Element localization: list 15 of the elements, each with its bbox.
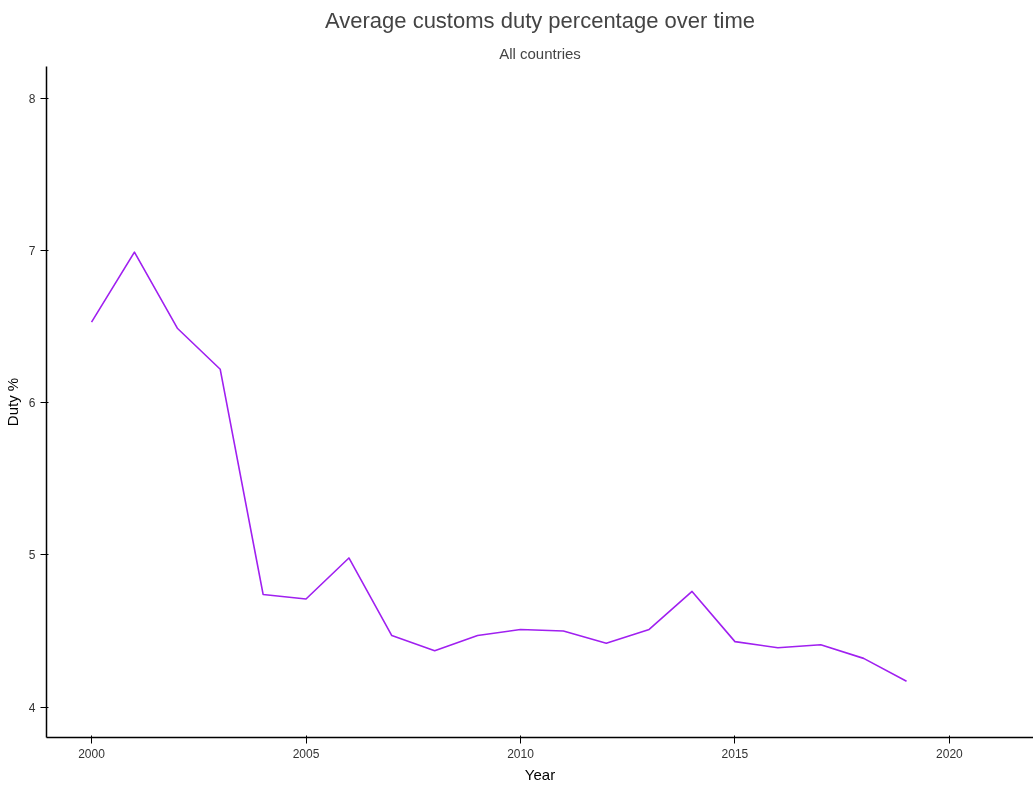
x-tick-label: 2005 bbox=[292, 746, 320, 761]
x-axis-title: Year bbox=[524, 765, 556, 783]
chart-subtitle: All countries bbox=[499, 44, 581, 62]
y-tick-label: 6 bbox=[28, 396, 36, 411]
y-tick-label: 4 bbox=[28, 700, 36, 715]
x-tick-label: 2000 bbox=[78, 746, 106, 761]
x-tick-label: 2010 bbox=[507, 746, 535, 761]
chart-title: Average customs duty percentage over time bbox=[324, 7, 756, 33]
y-axis-title: Duty % bbox=[3, 377, 21, 427]
y-tick-label: 8 bbox=[28, 91, 36, 106]
line-series bbox=[90, 251, 908, 682]
y-tick-label: 7 bbox=[28, 244, 36, 259]
y-tick-label: 5 bbox=[28, 548, 36, 563]
x-tick-label: 2015 bbox=[721, 746, 749, 761]
x-tick-label: 2020 bbox=[936, 746, 964, 761]
